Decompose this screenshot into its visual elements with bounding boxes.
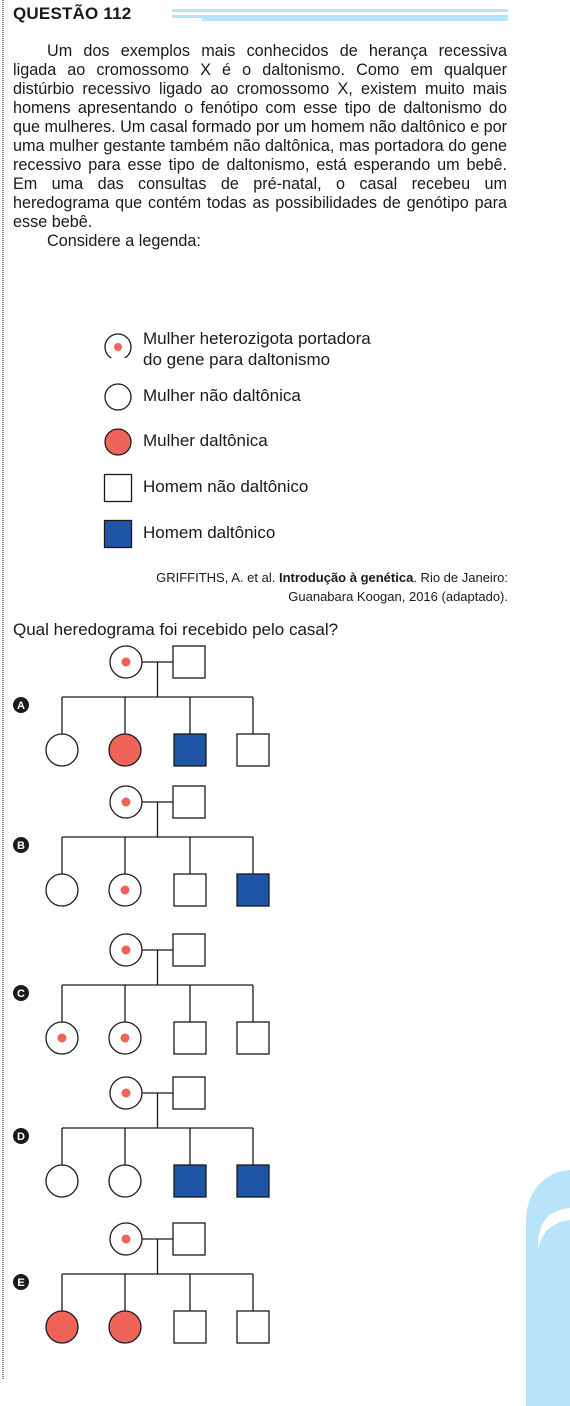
carrier-dot — [121, 945, 131, 955]
question-body: Um dos exemplos mais conhecidos de heran… — [13, 42, 507, 251]
affected-female-icon — [45, 1310, 79, 1344]
pedigree-option-b: B — [13, 785, 270, 907]
pedigree-option-d: D — [13, 1076, 270, 1198]
legend-item-normal-female: Mulher não daltônica — [103, 382, 301, 412]
citation-rest: . Rio de Janeiro: — [413, 570, 508, 585]
option-letter-badge — [13, 697, 29, 713]
normal-male-icon — [173, 1021, 207, 1055]
normal-female-icon — [45, 873, 79, 907]
carrier-dot — [121, 1234, 131, 1244]
question-prompt: Qual heredograma foi recebido pelo casal… — [13, 620, 339, 639]
legend-item-normal-male: Homem não daltônico — [103, 473, 308, 503]
affected-male-icon — [173, 1164, 207, 1198]
normal-female-icon — [45, 733, 79, 767]
legend-intro: Considere a legenda: — [47, 232, 201, 250]
pedigree-option-a: A — [13, 645, 270, 767]
question-paragraph: Um dos exemplos mais conhecidos de heran… — [13, 42, 507, 231]
legend-label: Mulher daltônica — [143, 431, 268, 450]
normal-male-icon — [236, 1021, 270, 1055]
option-letter-badge — [13, 1274, 29, 1290]
title-accent-bar — [172, 9, 508, 21]
option-letter: E — [17, 1277, 24, 1289]
affected-male-icon — [236, 873, 270, 907]
normal-male-icon — [236, 1310, 270, 1344]
citation-author: GRIFFITHS, A. et al. — [156, 570, 276, 585]
carrier-dot — [120, 1033, 130, 1043]
normal-male-icon — [172, 1076, 206, 1110]
carrier-dot — [57, 1033, 67, 1043]
normal-male-icon — [103, 473, 133, 503]
citation: GRIFFITHS, A. et al. Introdução à genéti… — [48, 568, 508, 606]
citation-publisher: Guanabara Koogan, 2016 (adaptado). — [288, 589, 508, 604]
normal-female-icon — [45, 1164, 79, 1198]
option-letter: D — [17, 1131, 25, 1143]
normal-male-icon — [236, 733, 270, 767]
option-letter-badge — [13, 837, 29, 853]
legend-item-affected-male: Homem daltônico — [103, 519, 275, 549]
left-margin-rule — [2, 0, 4, 1380]
pedigree-option-e: E — [13, 1222, 270, 1344]
carrier-dot — [121, 1088, 131, 1098]
carrier-dot — [121, 797, 131, 807]
legend-label: Mulher não daltônica — [143, 386, 301, 405]
option-letter: B — [17, 840, 25, 852]
affected-male-icon — [236, 1164, 270, 1198]
carrier-dot — [121, 657, 131, 667]
option-letter: C — [17, 988, 25, 1000]
affected-female-icon — [108, 733, 142, 767]
legend-item-carrier-female: Mulher heterozigota portadora do gene pa… — [103, 328, 371, 370]
option-letter-badge — [13, 985, 29, 1001]
affected-male-icon — [173, 733, 207, 767]
legend-item-affected-female: Mulher daltônica — [103, 427, 268, 457]
pedigree-option-c: C — [13, 933, 270, 1055]
question-title: QUESTÃO 112 — [13, 4, 132, 23]
citation-title: Introdução à genética — [278, 570, 414, 585]
normal-male-icon — [172, 785, 206, 819]
normal-female-icon — [108, 1164, 142, 1198]
carrier-dot — [120, 885, 130, 895]
affected-female-icon — [108, 1310, 142, 1344]
normal-male-icon — [172, 645, 206, 679]
affected-male-icon — [103, 519, 133, 549]
affected-female-icon — [104, 428, 132, 456]
normal-male-icon — [172, 1222, 206, 1256]
legend-label: Homem não daltônico — [143, 477, 309, 496]
option-letter: A — [17, 700, 25, 712]
legend-label: Mulher heterozigota portadora do gene pa… — [143, 329, 371, 369]
carrier-female-icon — [104, 333, 132, 358]
legend-label: Homem daltônico — [143, 523, 276, 542]
normal-male-icon — [172, 933, 206, 967]
page-corner-decoration — [526, 1170, 570, 1406]
normal-female-icon — [104, 383, 132, 411]
legend: Mulher heterozigota portadora do gene pa… — [0, 322, 570, 562]
normal-male-icon — [173, 873, 207, 907]
normal-male-icon — [173, 1310, 207, 1344]
option-letter-badge — [13, 1128, 29, 1144]
